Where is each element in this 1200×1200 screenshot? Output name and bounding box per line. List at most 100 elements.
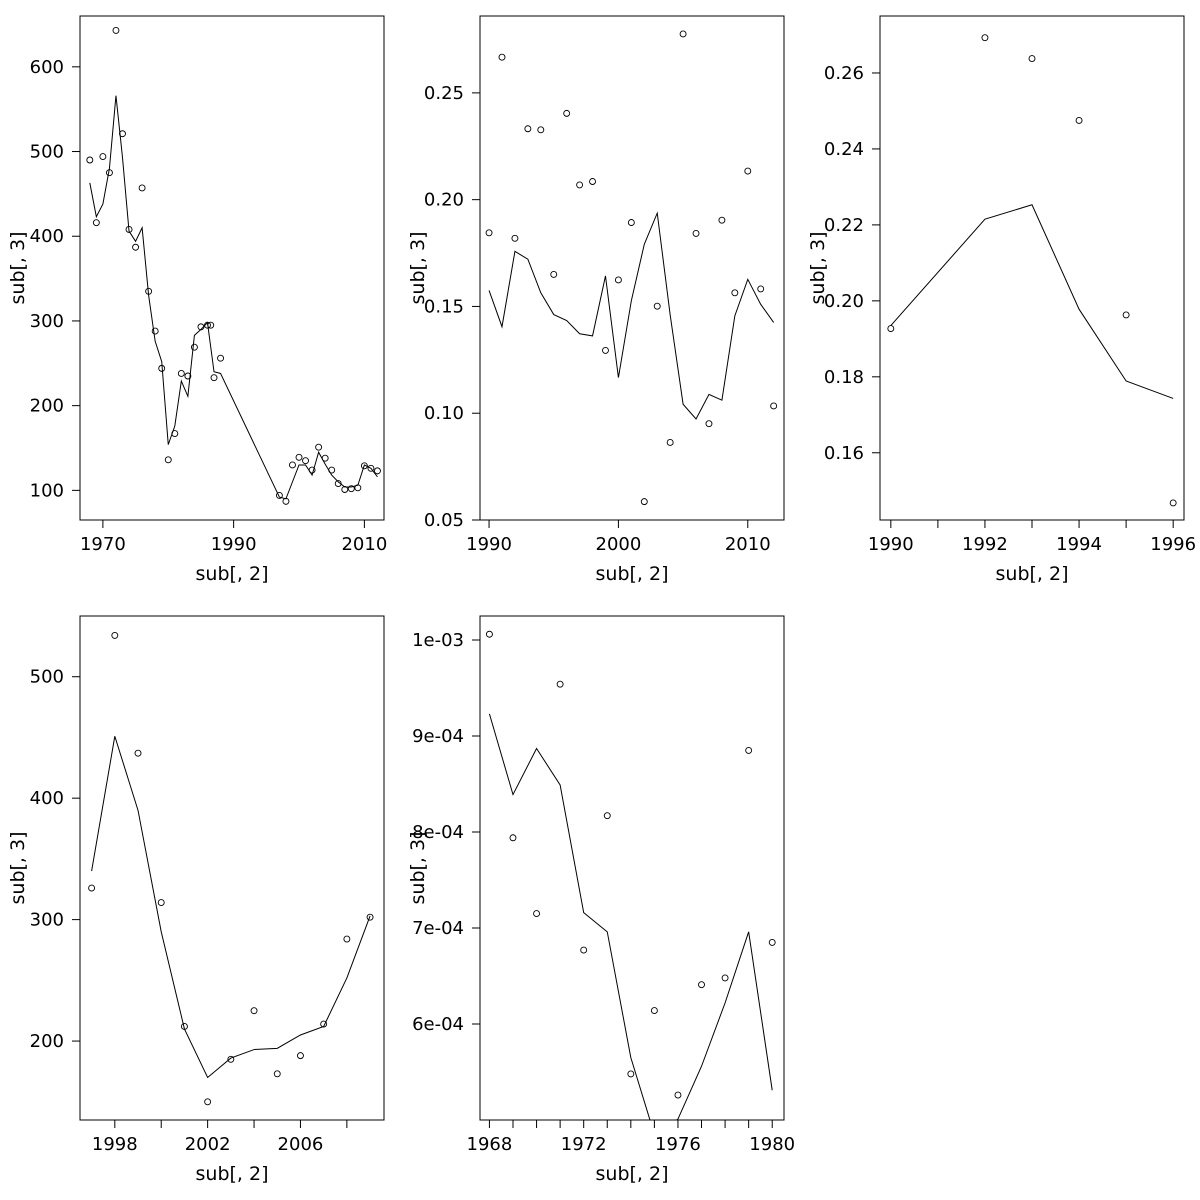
x-axis-title: sub[, 2]	[996, 563, 1069, 585]
y-axis-title: sub[, 3]	[7, 832, 29, 905]
y-tick-label: 7e-04	[412, 918, 464, 939]
data-point	[556, 680, 564, 688]
data-point	[275, 491, 283, 499]
data-point	[320, 1020, 328, 1028]
y-tick-label: 600	[30, 57, 64, 78]
y-tick-label: 200	[30, 396, 64, 417]
data-point	[550, 270, 558, 278]
y-tick-label: 0.22	[824, 215, 864, 236]
fitted-line	[89, 95, 378, 500]
data-point	[151, 327, 159, 335]
plot-frame	[79, 615, 385, 1121]
data-point	[666, 439, 674, 446]
data-point	[580, 946, 588, 954]
data-point	[157, 899, 165, 907]
plot-area	[887, 34, 1177, 507]
data-point	[164, 456, 172, 464]
data-point	[366, 913, 374, 921]
data-point	[273, 1070, 281, 1078]
data-point	[86, 156, 94, 164]
data-point	[705, 420, 713, 428]
x-axis-title: sub[, 2]	[596, 1163, 669, 1185]
data-point	[981, 34, 989, 42]
data-point	[589, 178, 596, 185]
y-tick-label: 0.24	[824, 139, 864, 160]
panel-5: 1968 1972 1976 1980 6e-04 7e-04 8e-04 9e-04 1e-0…	[407, 615, 795, 1185]
y-tick-label: 0.05	[424, 510, 464, 531]
fitted-line	[488, 211, 775, 420]
y-tick-label: 0.20	[424, 190, 464, 211]
data-point	[334, 480, 342, 488]
panel-3: 1990 1992 1994 1996 0.16 0.18 0.20 0.22 0.24 0.26…	[807, 15, 1196, 585]
data-point	[1122, 311, 1130, 319]
x-tick-label: 1990	[868, 534, 914, 555]
data-point	[679, 30, 687, 38]
y-tick-label: 8e-04	[412, 822, 464, 843]
data-point	[498, 53, 506, 61]
fitted-line	[91, 736, 371, 1079]
data-point	[217, 354, 225, 362]
x-tick-label: 2000	[596, 534, 642, 555]
y-axis-title: sub[, 3]	[407, 232, 429, 305]
data-point	[88, 884, 96, 892]
x-axis-title: sub[, 2]	[196, 563, 269, 585]
y-tick-label: 400	[30, 788, 64, 809]
plot-area	[88, 631, 374, 1106]
data-point	[674, 1091, 682, 1099]
data-point	[614, 276, 622, 284]
y-tick-label: 0.10	[424, 403, 464, 424]
plot-area	[86, 26, 381, 505]
data-point	[602, 346, 609, 354]
data-point	[653, 302, 661, 310]
y-axis-title: sub[, 3]	[807, 232, 829, 305]
x-tick-label: 1968	[467, 1134, 513, 1155]
y-tick-label: 9e-04	[412, 726, 464, 747]
data-point	[627, 1070, 635, 1078]
x-tick-label: 1980	[749, 1134, 795, 1155]
data-point	[1075, 116, 1083, 124]
x-tick-label: 1972	[561, 1134, 607, 1155]
data-point	[511, 234, 519, 242]
data-point	[177, 370, 185, 377]
plot-frame	[79, 15, 385, 521]
plot-frame	[479, 15, 785, 521]
data-point	[184, 372, 192, 380]
y-axis-title: sub[, 3]	[407, 832, 429, 905]
data-point	[731, 289, 739, 297]
data-point	[485, 229, 493, 237]
data-point	[112, 26, 120, 34]
x-tick-label: 2006	[278, 1134, 324, 1155]
x-tick-label: 2002	[185, 1134, 231, 1155]
plot-frame	[879, 15, 1185, 521]
data-point	[563, 109, 571, 117]
data-point	[227, 1055, 235, 1063]
data-point	[297, 1052, 304, 1060]
data-point	[524, 125, 532, 133]
data-point	[315, 443, 323, 451]
data-point	[210, 374, 218, 382]
data-point	[1169, 499, 1177, 507]
data-point	[698, 981, 705, 989]
data-point	[721, 974, 729, 982]
y-tick-label: 500	[30, 667, 64, 688]
data-point	[509, 834, 517, 842]
x-tick-label: 1990	[211, 534, 257, 555]
panel-1: 1970 1990 2010 100 200 300 400 500 600 sub[, 2] su…	[7, 15, 387, 585]
x-tick-label: 1994	[1056, 534, 1102, 555]
y-tick-label: 400	[30, 226, 64, 247]
data-point	[250, 1007, 258, 1015]
data-point	[134, 749, 142, 757]
panel-2: 1990 2000 2010 0.05 0.10 0.15 0.20 0.25 sub[, 2]…	[407, 15, 785, 585]
y-tick-label: 100	[30, 480, 64, 501]
data-point	[343, 935, 351, 943]
plot-area	[485, 630, 776, 1120]
x-axis-title: sub[, 2]	[596, 563, 669, 585]
data-point	[204, 1098, 212, 1106]
data-point	[718, 216, 726, 224]
data-point	[374, 467, 381, 475]
data-point	[92, 219, 100, 227]
data-point	[289, 461, 296, 469]
y-tick-label: 300	[30, 311, 64, 332]
data-point	[887, 325, 895, 333]
